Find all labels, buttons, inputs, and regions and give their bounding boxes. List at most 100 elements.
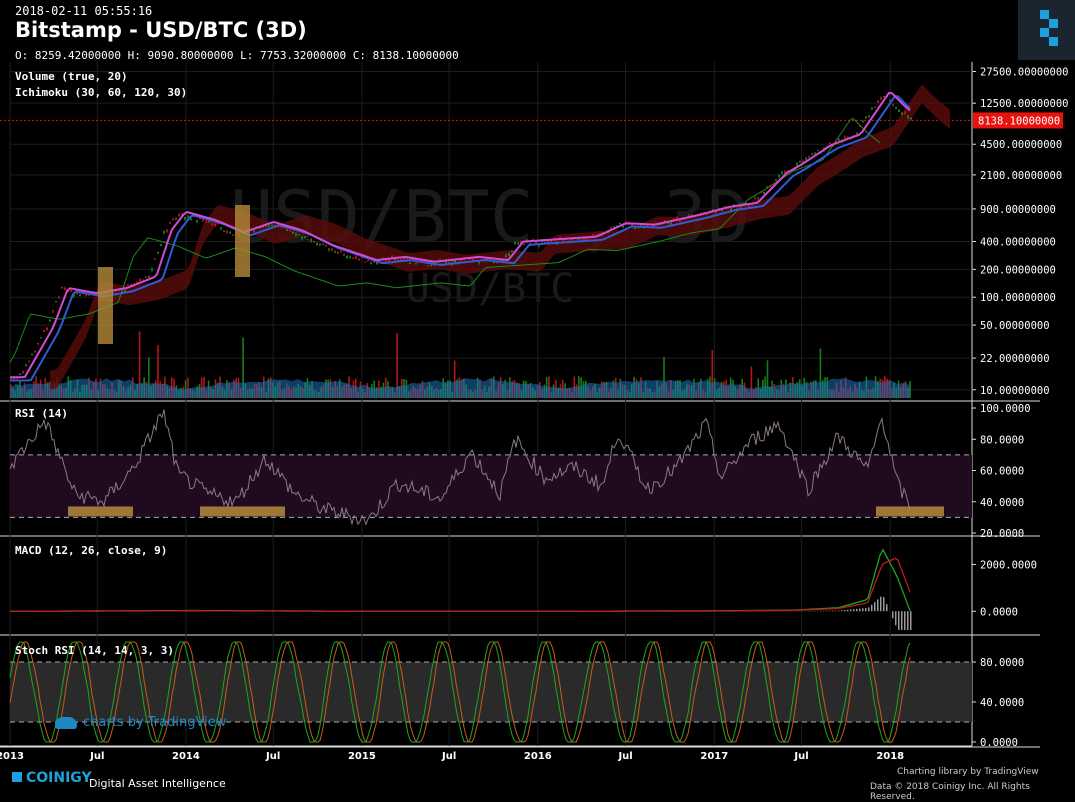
- macd-histogram-bar: [865, 608, 867, 611]
- macd-histogram-bar: [826, 611, 828, 612]
- candle-body: [583, 239, 585, 240]
- coinigy-wordmark: COINIGY: [26, 770, 92, 786]
- tradingview-badge-text: charts by TradingView: [83, 715, 226, 730]
- candle-body: [151, 269, 153, 270]
- candle-body: [205, 222, 207, 223]
- candle-body: [763, 192, 765, 193]
- candle-body: [223, 231, 225, 232]
- rsi-band-fill: [10, 455, 972, 518]
- chart-canvas[interactable]: USD/BTC , 3D USD/BTC 2013Jul2014Jul2015J…: [0, 62, 1075, 762]
- candle-body: [427, 265, 429, 266]
- price-tick-label: 10.00000000: [980, 385, 1050, 397]
- candle-body: [43, 330, 45, 331]
- candle-body: [19, 374, 21, 375]
- candle-body: [124, 290, 126, 291]
- candle-body: [196, 220, 198, 221]
- candle-body: [856, 133, 858, 134]
- last-price-label: 8138.10000000: [978, 115, 1060, 127]
- candle-body: [289, 230, 291, 231]
- candle-body: [730, 209, 732, 210]
- footer-tagline: Digital Asset Intelligence: [89, 777, 226, 790]
- candle-body: [358, 259, 360, 260]
- candle-body: [331, 249, 333, 250]
- candle-body: [760, 192, 762, 193]
- coinigy-logo[interactable]: [1018, 0, 1075, 60]
- candle-body: [166, 230, 168, 231]
- candle-body: [877, 101, 879, 102]
- candle-body: [403, 258, 405, 259]
- candle-body: [517, 243, 519, 244]
- candle-body: [46, 328, 48, 329]
- candle-body: [28, 361, 30, 362]
- candle-body: [190, 219, 192, 220]
- candle-body: [229, 232, 231, 233]
- candle-body: [61, 287, 63, 288]
- price-tick-label: 27500.00000000: [980, 66, 1069, 78]
- candle-body: [370, 263, 372, 264]
- price-tick-label: 200.00000000: [980, 264, 1056, 276]
- candle-body: [748, 206, 750, 207]
- candle-body: [313, 241, 315, 242]
- candle-body: [169, 223, 171, 224]
- coinigy-footer-logo[interactable]: COINIGY: [12, 770, 92, 786]
- candle-body: [295, 234, 297, 236]
- x-tick-label: Jul: [617, 751, 632, 762]
- candle-body: [781, 172, 783, 173]
- candle-body: [898, 110, 900, 112]
- macd-tick-label: 2000.0000: [980, 559, 1037, 571]
- candle-body: [907, 117, 909, 118]
- macd-histogram-bar: [862, 608, 864, 611]
- candle-body: [586, 238, 588, 239]
- candle-body: [805, 158, 807, 159]
- x-tick-label: 2016: [524, 751, 552, 762]
- macd-histogram-bar: [898, 611, 900, 630]
- macd-histogram-bar: [835, 611, 837, 612]
- candle-body: [634, 228, 636, 229]
- price-tick-label: 4500.00000000: [980, 139, 1062, 151]
- macd-histogram-bar: [850, 609, 852, 611]
- ichimoku-label: Ichimoku (30, 60, 120, 30): [15, 86, 187, 99]
- candle-body: [796, 163, 798, 164]
- candle-body: [874, 107, 876, 108]
- candle-body: [769, 186, 771, 187]
- macd-tick-label: 0.0000: [980, 606, 1018, 618]
- macd-histogram-bar: [871, 605, 873, 612]
- candle-body: [514, 243, 516, 244]
- candle-body: [838, 140, 840, 141]
- rsi-tick-label: 40.0000: [980, 497, 1024, 509]
- candle-body: [175, 218, 177, 219]
- candle-body: [508, 254, 510, 256]
- coinigy-footer-icon: [12, 772, 22, 782]
- macd-histogram-bar: [886, 604, 888, 611]
- stoch-tick-label: 40.0000: [980, 697, 1024, 709]
- candle-body: [757, 197, 759, 198]
- x-tick-label: 2018: [876, 751, 904, 762]
- copyright-notice: Data © 2018 Coinigy Inc. All Rights Rese…: [870, 782, 1075, 802]
- rsi-label: RSI (14): [15, 407, 68, 420]
- candle-body: [163, 231, 165, 232]
- candle-body: [454, 261, 456, 263]
- candle-body: [301, 237, 303, 238]
- tradingview-badge[interactable]: charts by TradingView: [55, 715, 226, 730]
- candle-body: [154, 259, 156, 260]
- candle-body: [349, 257, 351, 258]
- macd-histogram-bar: [853, 609, 855, 611]
- candle-body: [316, 243, 318, 245]
- candle-body: [232, 235, 234, 236]
- stoch-label: Stoch RSI (14, 14, 3, 3): [15, 644, 174, 657]
- candle-body: [286, 230, 288, 231]
- candle-body: [883, 96, 885, 97]
- candle-body: [814, 153, 816, 154]
- candle-body: [31, 354, 33, 355]
- x-tick-label: Jul: [89, 751, 104, 762]
- candle-body: [307, 239, 309, 240]
- candle-body: [415, 263, 417, 264]
- macd-histogram-bar: [907, 611, 909, 630]
- rsi-highlight-box: [876, 506, 944, 516]
- candle-body: [523, 244, 525, 245]
- candle-body: [799, 161, 801, 162]
- price-tick-label: 400.00000000: [980, 237, 1056, 249]
- charting-library-credit[interactable]: Charting library by TradingView: [897, 767, 1039, 777]
- candle-body: [394, 259, 396, 260]
- candle-body: [367, 260, 369, 261]
